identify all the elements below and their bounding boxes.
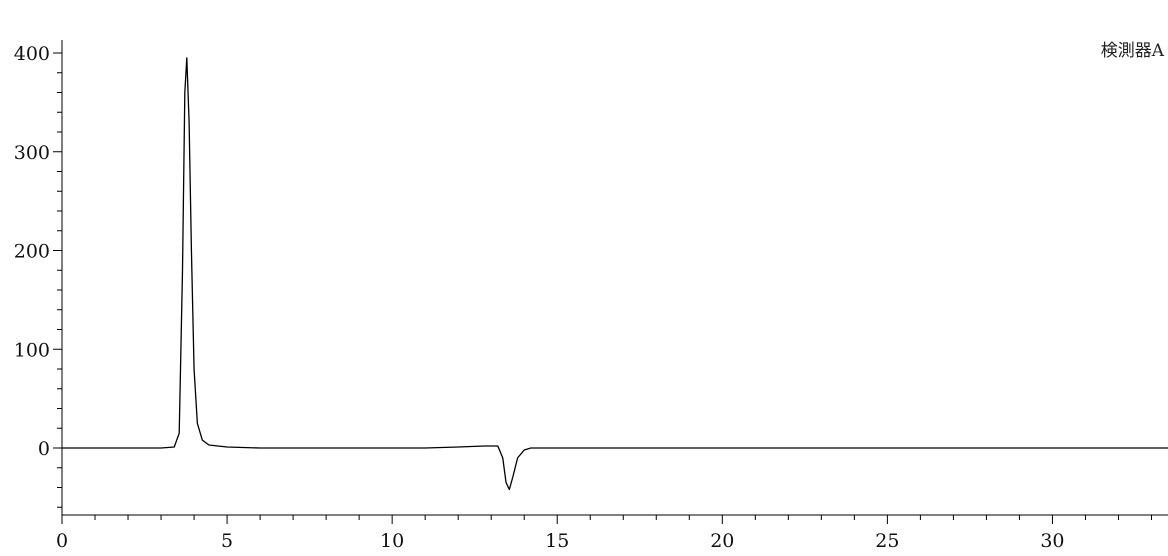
- y-tick-label: 0: [38, 438, 50, 460]
- y-tick-label: 100: [14, 339, 50, 361]
- x-tick-label: 5: [221, 530, 233, 552]
- x-tick-label: 10: [380, 530, 404, 552]
- y-tick-label: 400: [14, 43, 50, 65]
- y-tick-label: 200: [14, 241, 50, 263]
- x-tick-label: 25: [875, 530, 899, 552]
- tick-labels: 0 100 200 300 400 0 5 10 15 20 25 30: [14, 43, 1065, 552]
- legend-series-label: 検測器A: [1100, 41, 1164, 61]
- x-tick-label: 20: [710, 530, 734, 552]
- x-tick-label: 30: [1040, 530, 1064, 552]
- x-tick-label: 0: [56, 530, 68, 552]
- series-line-0: [62, 57, 1168, 491]
- axes: [61, 40, 1168, 516]
- y-tick-label: 300: [14, 142, 50, 164]
- series-layer: [62, 57, 1168, 491]
- ticks: [53, 52, 1152, 524]
- x-tick-label: 15: [545, 530, 569, 552]
